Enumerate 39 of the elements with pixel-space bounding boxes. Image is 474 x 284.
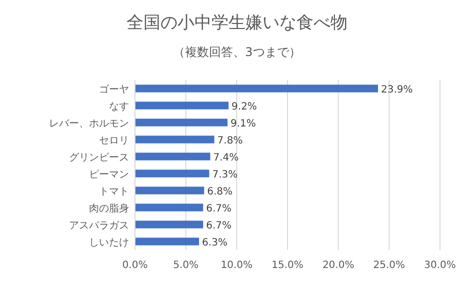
- y-tick-label: トマト: [99, 186, 129, 198]
- x-tick-label: 30.0%: [424, 260, 456, 271]
- bar: [135, 84, 378, 92]
- bar: [135, 118, 228, 126]
- data-label: 23.9%: [380, 84, 413, 96]
- chart-subtitle: （複数回答、3つまで）: [173, 45, 301, 59]
- data-label: 7.3%: [212, 170, 238, 180]
- data-label: 7.4%: [213, 152, 239, 164]
- y-tick-label: しいたけ: [89, 238, 129, 248]
- bar: [135, 204, 204, 212]
- y-tick-label: ゴーヤ: [99, 84, 129, 96]
- x-tick-label: 20.0%: [322, 260, 354, 271]
- data-label: 6.8%: [207, 186, 233, 198]
- y-tick-label: グリンピース: [69, 152, 129, 164]
- y-tick-label: アスパラガス: [69, 220, 129, 232]
- data-label: 6.3%: [202, 238, 228, 248]
- bar: [135, 238, 200, 246]
- x-tick-label: 25.0%: [373, 260, 406, 271]
- x-tick-label: 5.0%: [173, 260, 199, 271]
- y-tick-label: ピーマン: [89, 170, 129, 180]
- y-tick-label: セロリ: [99, 136, 129, 146]
- bar: [135, 186, 204, 194]
- y-tick-label: 肉の脂身: [89, 202, 129, 214]
- x-tick-label: 10.0%: [220, 260, 253, 271]
- data-label: 7.8%: [217, 136, 243, 146]
- x-tick-label: 0.0%: [122, 260, 148, 271]
- bar: [135, 170, 210, 178]
- bar: [135, 220, 204, 228]
- bar: [135, 102, 229, 110]
- data-label: 9.1%: [230, 118, 256, 130]
- chart-title: 全国の小中学生嫌いな食べ物: [126, 13, 348, 33]
- data-label: 6.7%: [206, 220, 232, 232]
- bar: [135, 136, 214, 144]
- bar: [135, 152, 210, 160]
- y-tick-label: なす: [109, 102, 129, 112]
- x-tick-label: 15.0%: [272, 260, 304, 271]
- data-label: 6.7%: [206, 204, 232, 214]
- data-label: 9.2%: [232, 102, 257, 112]
- y-tick-label: レバー、ホルモン: [49, 118, 129, 130]
